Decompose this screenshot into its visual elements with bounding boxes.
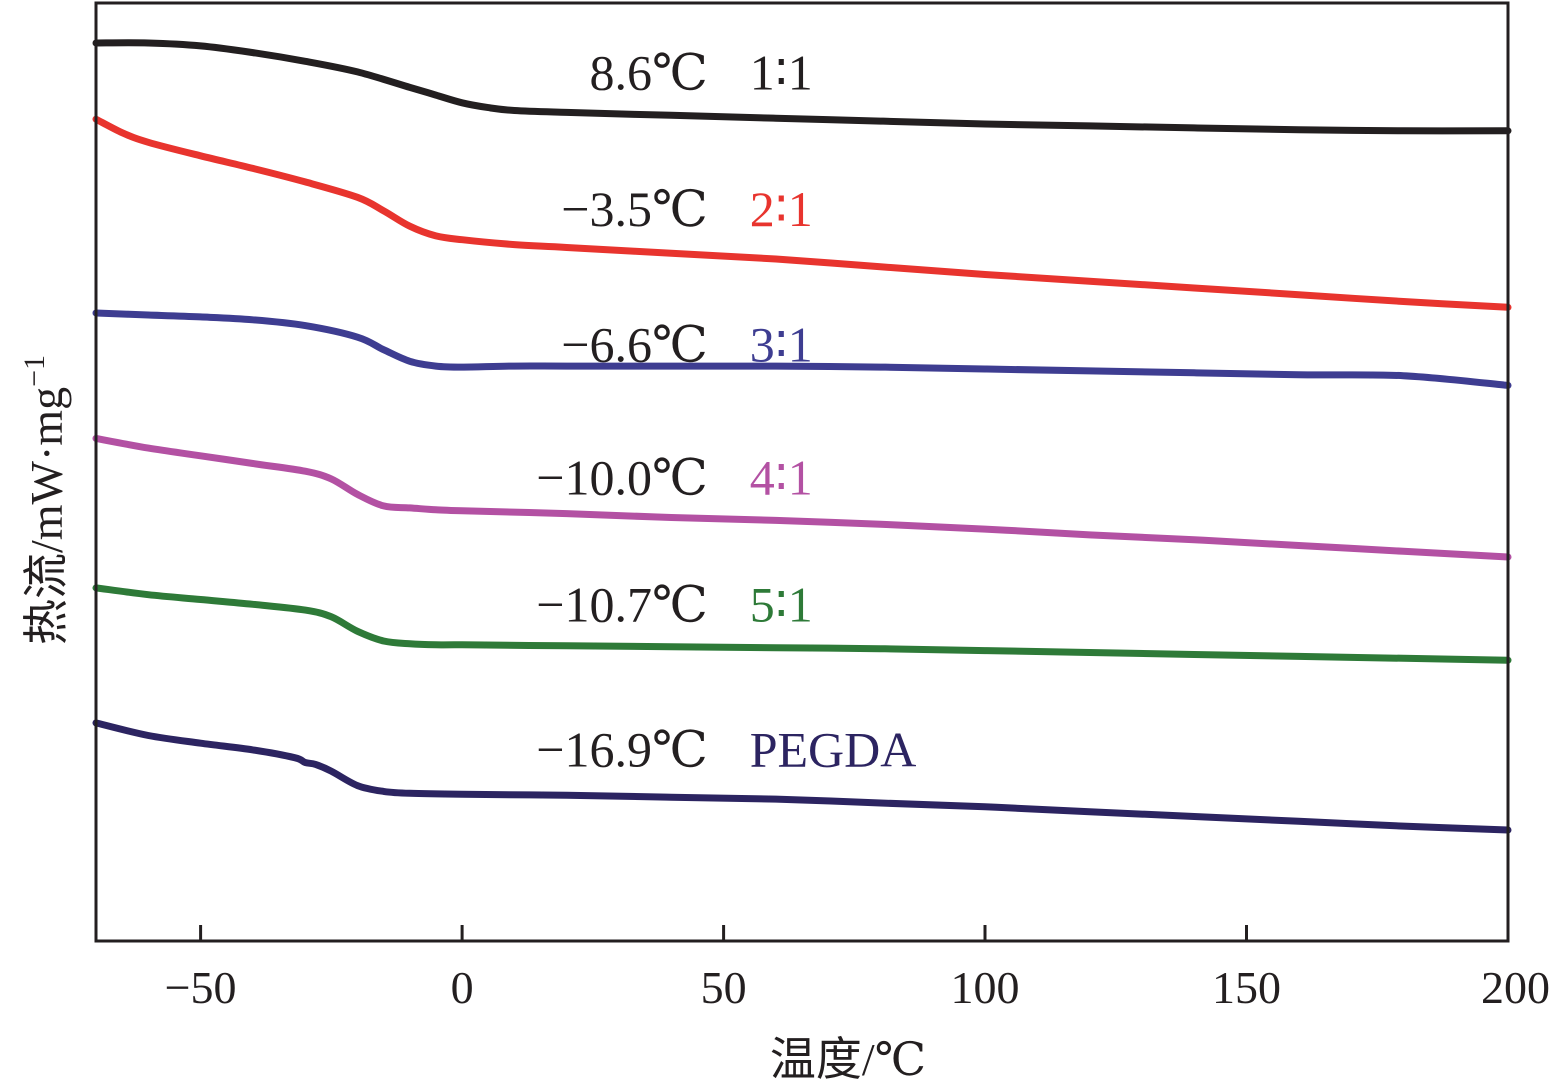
x-tick-label: −50 xyxy=(165,962,237,1013)
series-line-2 xyxy=(92,115,1512,311)
series-label-1: 1∶1 xyxy=(750,44,813,100)
x-tick-label: 200 xyxy=(1481,962,1550,1013)
tg-label-6: −16.9℃ xyxy=(536,721,708,777)
x-axis-ticks: −50 0 50 100 150 200 xyxy=(165,925,1550,1013)
series-label-6: PEGDA xyxy=(750,721,917,777)
x-tick-label: 0 xyxy=(451,962,474,1013)
x-tick-label: 150 xyxy=(1212,962,1281,1013)
series-label-3: 3∶1 xyxy=(750,316,813,372)
tg-label-3: −6.6℃ xyxy=(561,316,708,372)
x-tick-label: 50 xyxy=(701,962,747,1013)
tg-label-5: −10.7℃ xyxy=(536,577,708,633)
series-layer xyxy=(92,39,1512,834)
x-axis-title: 温度/℃ xyxy=(770,1034,926,1085)
series-line-3 xyxy=(92,309,1512,389)
series-label-2: 2∶1 xyxy=(750,181,813,237)
series-line-5 xyxy=(92,584,1512,664)
series-line-1 xyxy=(92,39,1512,135)
series-line-4 xyxy=(92,434,1512,561)
y-axis-title: 热流/mW·mg−1 xyxy=(18,355,72,645)
x-tick-label: 100 xyxy=(951,962,1020,1013)
annotation-layer: 8.6℃ 1∶1 −3.5℃ 2∶1 −6.6℃ 3∶1 −10.0℃ 4∶1 −10.7℃ 5∶… xyxy=(536,44,916,777)
series-label-4: 4∶1 xyxy=(750,449,813,505)
tg-label-4: −10.0℃ xyxy=(536,449,708,505)
tg-label-2: −3.5℃ xyxy=(561,181,708,237)
y-axis-title-exponent: −1 xyxy=(18,355,51,387)
y-axis-title-group: 热流/mW·mg−1 xyxy=(18,355,72,645)
series-line-6 xyxy=(92,719,1512,834)
y-axis-title-main: 热流/mW·mg xyxy=(21,387,72,645)
tg-label-1: 8.6℃ xyxy=(589,44,707,100)
plot-frame xyxy=(94,1,1510,943)
series-label-5: 5∶1 xyxy=(750,577,813,633)
